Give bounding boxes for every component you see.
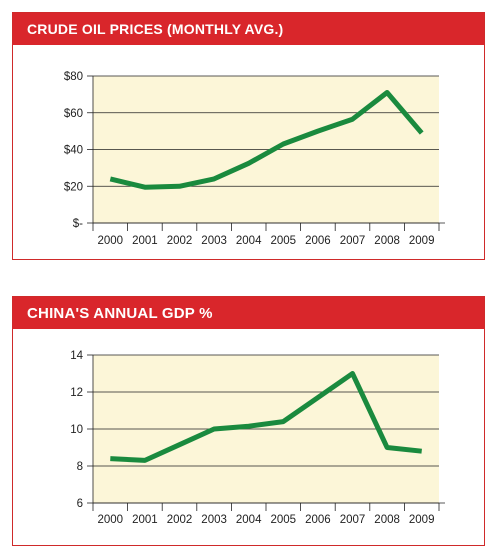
oil-x-tick-label: 2000 [98,235,124,247]
oil-y-tick-label: $80 [64,71,83,83]
gdp-y-tick-label: 8 [77,461,83,473]
oil-y-tick-label: $20 [64,181,83,193]
oil-x-tick-label: 2002 [167,235,193,247]
oil-x-tick-label: 2003 [201,235,227,247]
oil-price-chart: $- $20 $40 $60 $80 2000 2001 2002 2003 2004 2005 20… [64,71,445,247]
oil-y-tick-label: $- [73,218,83,230]
oil-price-title: CRUDE OIL PRICES (MONTHLY AVG.) [27,21,284,37]
oil-x-tick-label: 2009 [409,235,435,247]
oil-y-tick-label: $60 [64,108,83,120]
gdp-y-tick-label: 6 [77,498,83,510]
oil-series-line [109,90,424,190]
gdp-x-tick-label: 2008 [374,514,400,526]
gdp-x-tick-label: 2007 [340,514,366,526]
oil-x-tick-label: 2006 [305,235,331,247]
china-gdp-chart: 6 8 10 12 14 2000 2001 2002 2003 2004 2005 2006 2007… [70,350,445,526]
oil-x-tick-label: 2008 [374,235,400,247]
gdp-x-tick-label: 2003 [201,514,227,526]
gdp-x-tick-label: 2009 [409,514,435,526]
gdp-x-tick-label: 2004 [236,514,262,526]
gdp-series-line [110,371,422,463]
oil-x-tick-label: 2007 [340,235,366,247]
gdp-y-tick-label: 10 [70,424,83,436]
gdp-x-tick-label: 2005 [271,514,297,526]
gdp-y-tick-label: 14 [70,350,83,362]
oil-x-tick-label: 2005 [271,235,297,247]
gdp-x-tick-label: 2001 [132,514,158,526]
china-gdp-panel: CHINA'S ANNUAL GDP % 6 8 10 12 14 2000 2001 200… [12,296,485,546]
oil-price-header: CRUDE OIL PRICES (MONTHLY AVG.) [13,13,484,45]
oil-x-tick-label: 2004 [236,235,262,247]
oil-price-panel: CRUDE OIL PRICES (MONTHLY AVG.) $- $20 $40… [12,12,485,260]
gdp-x-tick-label: 2000 [98,514,124,526]
china-gdp-header: CHINA'S ANNUAL GDP % [13,297,484,329]
oil-x-tick-label: 2001 [132,235,158,247]
gdp-y-tick-label: 12 [70,387,83,399]
gdp-x-tick-label: 2006 [305,514,331,526]
gdp-x-tick-label: 2002 [167,514,193,526]
oil-y-tick-label: $40 [64,145,83,157]
china-gdp-title: CHINA'S ANNUAL GDP % [27,305,213,322]
